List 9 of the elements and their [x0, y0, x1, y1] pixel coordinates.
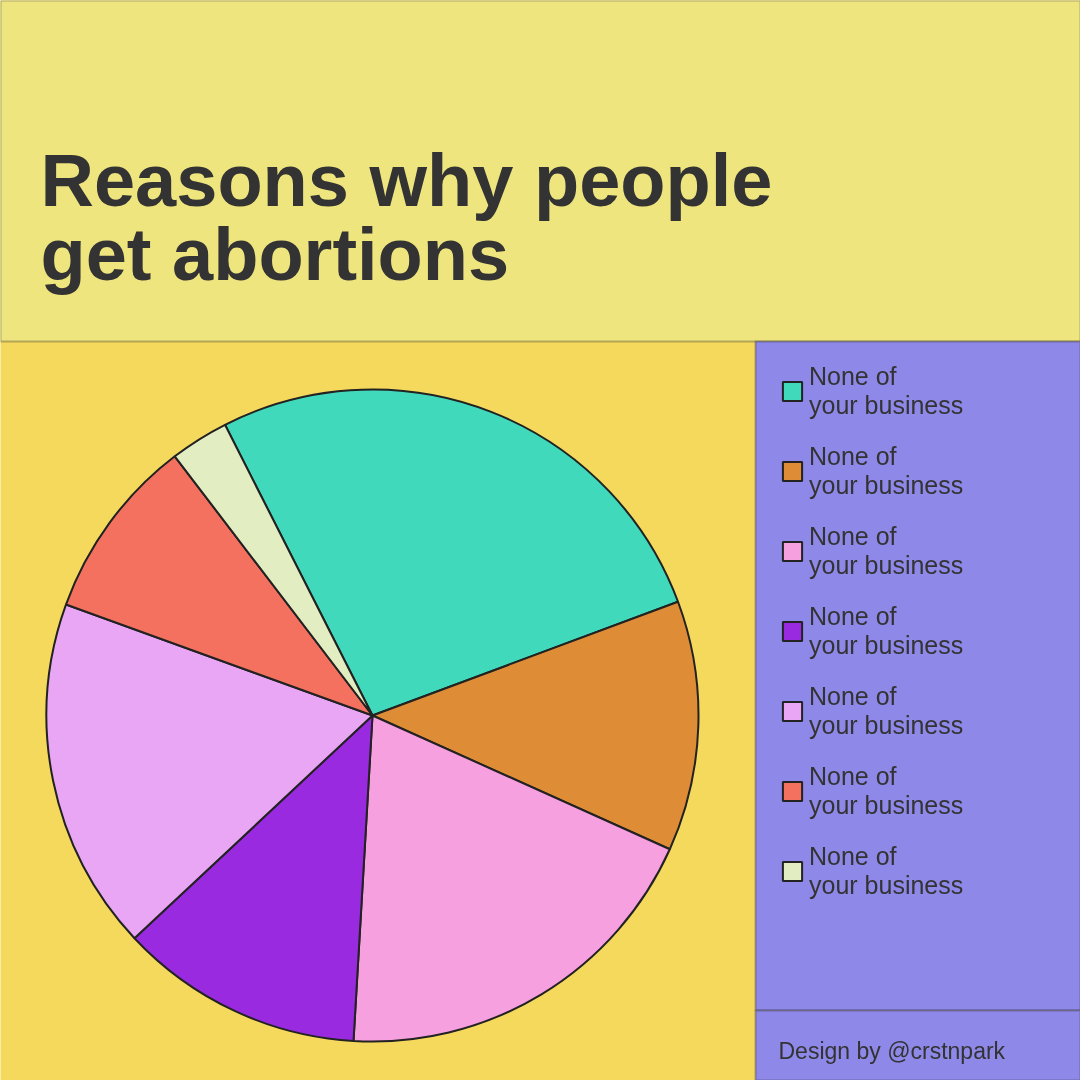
legend-label: None of your business	[809, 522, 964, 580]
text: Design by @crstnpark	[778, 1037, 1006, 1064]
legend-label: None of your business	[809, 362, 964, 420]
legend-label: None of your business	[809, 762, 964, 820]
chart-title: Reasons why people get abortions	[40, 138, 773, 297]
legend-label: None of your business	[809, 682, 964, 740]
legend-label: None of your business	[809, 602, 964, 660]
legend-label: None of your business	[809, 842, 964, 900]
legend-label: None of your business	[809, 442, 964, 500]
